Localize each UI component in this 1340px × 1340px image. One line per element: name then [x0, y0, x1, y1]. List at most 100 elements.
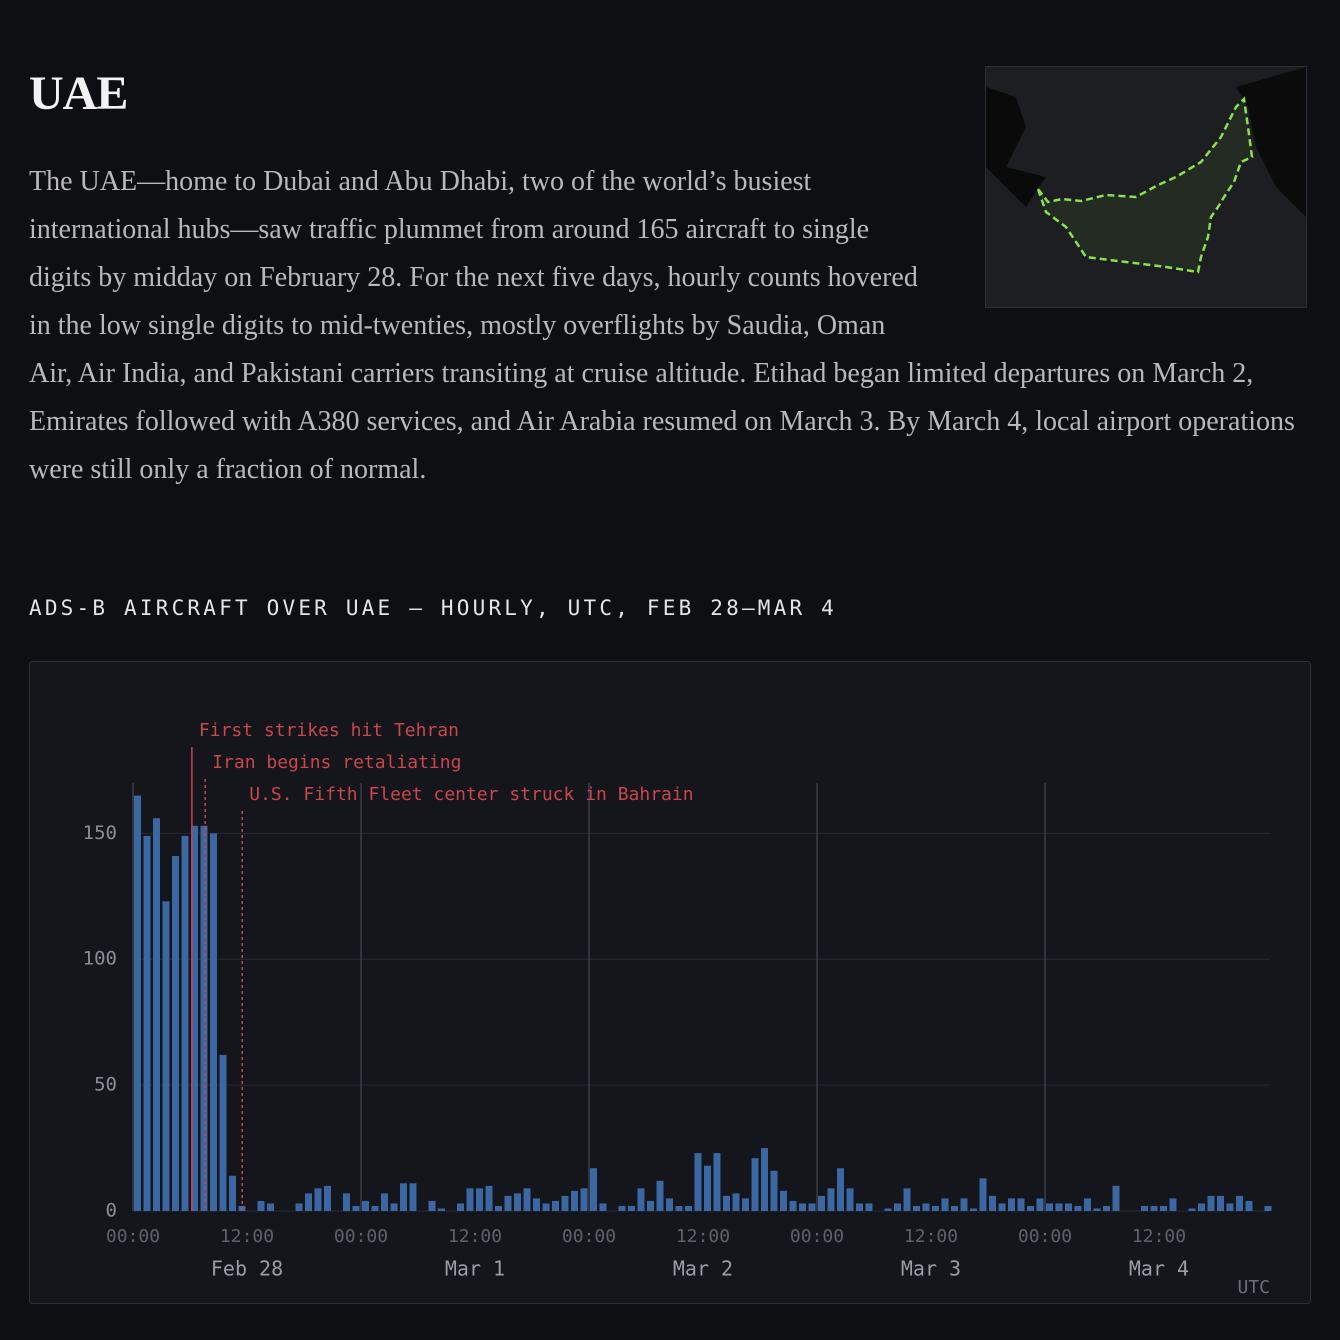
bar: [352, 1205, 360, 1211]
bar: [172, 856, 179, 1211]
bar: [533, 1198, 540, 1211]
day-label: Mar 2: [673, 1257, 733, 1281]
bar: [552, 1200, 559, 1211]
intro-text: The UAE—home to Dubai and Abu Dhabi, two…: [29, 166, 1295, 485]
bar: [561, 1195, 569, 1211]
bar: [666, 1198, 673, 1211]
bar: [295, 1203, 303, 1211]
bar: [789, 1200, 797, 1211]
bar: [409, 1183, 417, 1211]
bar: [818, 1195, 825, 1211]
bar: [932, 1205, 939, 1211]
x-tick-label: 12:00: [676, 1226, 730, 1247]
x-tick-label: 12:00: [448, 1226, 502, 1247]
bar: [1027, 1205, 1034, 1211]
map-graphic: [986, 67, 1306, 307]
bar: [1226, 1203, 1234, 1211]
bar: [267, 1203, 274, 1211]
day-label: Mar 3: [901, 1257, 961, 1281]
bar: [799, 1203, 806, 1211]
bar: [1169, 1198, 1177, 1211]
bar: [400, 1183, 407, 1211]
bar: [1084, 1198, 1091, 1211]
y-tick-label: 0: [106, 1200, 117, 1222]
bar: [865, 1203, 873, 1211]
bar: [257, 1200, 265, 1211]
y-tick-label: 50: [94, 1074, 117, 1096]
intro-paragraph: The UAE—home to Dubai and Abu Dhabi, two…: [29, 158, 1311, 494]
bar: [960, 1198, 968, 1211]
bar: [134, 795, 141, 1211]
bar: [457, 1203, 464, 1211]
x-tick-label: 00:00: [334, 1226, 388, 1247]
bar: [1093, 1208, 1101, 1211]
bar: [989, 1195, 996, 1211]
day-label: Mar 4: [1129, 1257, 1189, 1281]
bar: [675, 1205, 683, 1211]
bar: [846, 1188, 854, 1211]
bar: [713, 1153, 721, 1211]
bar: [200, 825, 208, 1211]
bar: [381, 1193, 388, 1211]
bar: [770, 1170, 778, 1211]
bar: [1074, 1205, 1082, 1211]
bar: [495, 1205, 502, 1211]
bar: [571, 1190, 578, 1211]
bar: [647, 1200, 654, 1211]
bar: [371, 1205, 379, 1211]
bar: [343, 1193, 350, 1211]
bar: [181, 835, 189, 1211]
bar: [1245, 1200, 1253, 1211]
bar: [618, 1205, 626, 1211]
map-land: [986, 87, 1046, 207]
bar: [941, 1198, 949, 1211]
bar: [979, 1178, 987, 1211]
bar: [143, 835, 151, 1211]
bar: [922, 1203, 930, 1211]
page-title: UAE: [29, 67, 128, 120]
bar: [742, 1198, 749, 1211]
bar: [1055, 1203, 1063, 1211]
bar: [428, 1200, 436, 1211]
bar: [314, 1188, 322, 1211]
bar: [219, 1054, 227, 1211]
day-label: Mar 1: [445, 1257, 505, 1281]
bar: [1160, 1205, 1167, 1211]
bar: [324, 1185, 331, 1211]
bar: [685, 1205, 692, 1211]
bar: [637, 1188, 645, 1211]
bar: [599, 1203, 607, 1211]
bar: [628, 1205, 635, 1211]
x-tick-label: 12:00: [220, 1226, 274, 1247]
bar: [590, 1168, 597, 1211]
bar: [229, 1175, 236, 1211]
bar: [305, 1193, 312, 1211]
bar: [903, 1188, 911, 1211]
bar: [1198, 1203, 1205, 1211]
bar: [210, 833, 217, 1211]
bar: [732, 1193, 740, 1211]
bar: [514, 1193, 521, 1211]
bar: [504, 1195, 512, 1211]
bar: [827, 1188, 835, 1211]
bar: [970, 1208, 977, 1211]
bar: [951, 1205, 958, 1211]
y-tick-label: 100: [83, 948, 117, 970]
x-tick-label: 12:00: [1132, 1226, 1186, 1247]
bar: [780, 1190, 787, 1211]
bar: [1065, 1203, 1072, 1211]
day-label: Feb 28: [211, 1257, 283, 1281]
bar: [894, 1203, 901, 1211]
bar: [362, 1200, 369, 1211]
bar: [884, 1208, 892, 1211]
bar: [656, 1180, 664, 1211]
bar: [153, 818, 160, 1211]
bar: [476, 1188, 483, 1211]
x-tick-label: 12:00: [904, 1226, 958, 1247]
x-tick-label: 00:00: [106, 1226, 160, 1247]
bar: [542, 1203, 550, 1211]
x-tick-label: 00:00: [790, 1226, 844, 1247]
bar: [1017, 1198, 1025, 1211]
